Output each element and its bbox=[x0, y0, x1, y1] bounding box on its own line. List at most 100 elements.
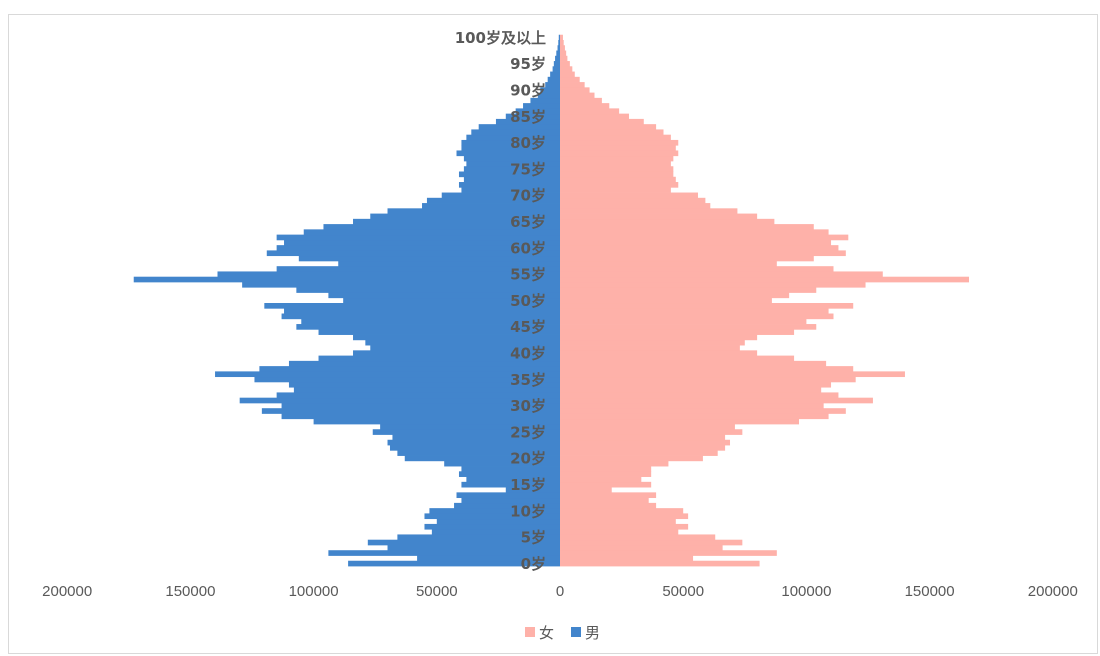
bar-female-33 bbox=[560, 387, 822, 393]
bar-female-68 bbox=[560, 203, 711, 209]
x-tick-label: 100000 bbox=[289, 583, 339, 600]
bar-female-10 bbox=[560, 508, 684, 514]
bar-female-48 bbox=[560, 308, 829, 314]
bar-male-95 bbox=[553, 61, 560, 67]
bars-group bbox=[133, 34, 970, 567]
bar-female-9 bbox=[560, 513, 689, 520]
bar-male-68 bbox=[422, 203, 560, 209]
bar-male-49 bbox=[264, 303, 560, 309]
bar-male-75 bbox=[463, 166, 560, 172]
bar-female-16 bbox=[560, 476, 642, 483]
bar-male-63 bbox=[303, 229, 560, 236]
bar-male-27 bbox=[313, 418, 560, 425]
bar-female-24 bbox=[560, 434, 726, 441]
bar-male-1 bbox=[417, 555, 560, 562]
age-tick-label: 10岁 bbox=[510, 502, 546, 520]
bar-female-73 bbox=[560, 176, 676, 183]
bar-female-37 bbox=[560, 366, 854, 372]
bar-male-19 bbox=[444, 460, 560, 467]
bar-male-84 bbox=[495, 118, 560, 125]
bar-male-20 bbox=[404, 455, 560, 462]
legend-swatch-male bbox=[571, 627, 581, 637]
bar-female-78 bbox=[560, 150, 679, 157]
bar-female-7 bbox=[560, 523, 689, 530]
bar-female-19 bbox=[560, 460, 669, 467]
age-tick-label: 85岁 bbox=[510, 108, 546, 126]
bar-female-79 bbox=[560, 145, 676, 151]
bar-male-29 bbox=[261, 408, 560, 414]
x-tick-label: 200000 bbox=[1028, 583, 1078, 600]
bar-male-91 bbox=[545, 82, 560, 88]
legend-swatch-female bbox=[525, 627, 535, 637]
bar-female-100 bbox=[560, 34, 563, 41]
bar-female-71 bbox=[560, 187, 671, 193]
bar-male-96 bbox=[555, 55, 560, 62]
bar-male-59 bbox=[266, 250, 560, 257]
x-tick-label: 0 bbox=[556, 583, 564, 600]
bar-female-23 bbox=[560, 439, 731, 446]
bar-male-93 bbox=[550, 71, 560, 78]
bar-female-42 bbox=[560, 339, 745, 346]
bar-male-99 bbox=[558, 40, 560, 46]
bar-male-57 bbox=[338, 260, 560, 267]
bar-female-12 bbox=[560, 497, 649, 504]
bar-female-8 bbox=[560, 518, 676, 525]
bar-male-43 bbox=[353, 334, 560, 341]
bar-female-5 bbox=[560, 534, 716, 541]
age-tick-label: 50岁 bbox=[510, 292, 546, 310]
bar-male-38 bbox=[288, 360, 560, 367]
bar-male-15 bbox=[461, 481, 560, 488]
bar-female-97 bbox=[560, 50, 567, 57]
bar-female-6 bbox=[560, 529, 679, 535]
bar-male-70 bbox=[441, 192, 560, 199]
bar-male-10 bbox=[429, 508, 560, 514]
bar-male-82 bbox=[471, 129, 560, 136]
bar-female-29 bbox=[560, 408, 846, 414]
bar-male-26 bbox=[380, 423, 560, 430]
bar-male-55 bbox=[217, 271, 560, 278]
age-tick-label: 65岁 bbox=[510, 213, 546, 231]
age-tick-label: 15岁 bbox=[510, 476, 546, 494]
bar-male-45 bbox=[296, 324, 560, 330]
bar-female-86 bbox=[560, 108, 620, 115]
bar-female-81 bbox=[560, 134, 671, 141]
bar-male-53 bbox=[242, 281, 560, 288]
bar-male-30 bbox=[281, 402, 560, 409]
bar-male-22 bbox=[389, 445, 560, 451]
bar-male-18 bbox=[461, 466, 560, 472]
bar-male-86 bbox=[515, 108, 560, 115]
bar-male-58 bbox=[298, 255, 560, 262]
bar-female-57 bbox=[560, 260, 777, 267]
bar-female-89 bbox=[560, 92, 595, 99]
bar-male-41 bbox=[370, 345, 560, 351]
bar-female-13 bbox=[560, 492, 657, 499]
age-tick-label: 20岁 bbox=[510, 450, 546, 468]
bar-male-11 bbox=[454, 502, 560, 509]
bar-male-9 bbox=[424, 513, 560, 520]
bar-male-31 bbox=[239, 397, 560, 404]
bar-female-83 bbox=[560, 124, 657, 130]
age-labels-group: 0岁 5岁 10岁 15岁 20岁 25岁 30岁 35岁 40岁 45岁 50岁 55岁 60岁 65岁… bbox=[455, 29, 546, 573]
bar-male-66 bbox=[370, 213, 560, 220]
bar-female-27 bbox=[560, 418, 800, 425]
bar-female-32 bbox=[560, 392, 839, 399]
bar-female-36 bbox=[560, 371, 905, 378]
bar-male-88 bbox=[530, 97, 560, 104]
bar-male-81 bbox=[466, 134, 560, 141]
bar-male-92 bbox=[547, 76, 560, 83]
bar-female-34 bbox=[560, 381, 832, 388]
age-tick-label: 95岁 bbox=[510, 55, 546, 73]
bar-female-44 bbox=[560, 329, 795, 335]
bar-male-56 bbox=[276, 266, 560, 272]
bar-female-20 bbox=[560, 455, 703, 462]
bar-male-79 bbox=[461, 145, 560, 151]
age-tick-label: 35岁 bbox=[510, 371, 546, 389]
bar-male-77 bbox=[463, 155, 560, 162]
bar-male-60 bbox=[276, 245, 560, 251]
bar-female-2 bbox=[560, 550, 777, 556]
age-tick-label: 100岁及以上 bbox=[455, 29, 546, 47]
bar-male-78 bbox=[456, 150, 560, 157]
bar-female-49 bbox=[560, 303, 854, 309]
bar-female-21 bbox=[560, 450, 718, 456]
bar-female-88 bbox=[560, 97, 602, 104]
